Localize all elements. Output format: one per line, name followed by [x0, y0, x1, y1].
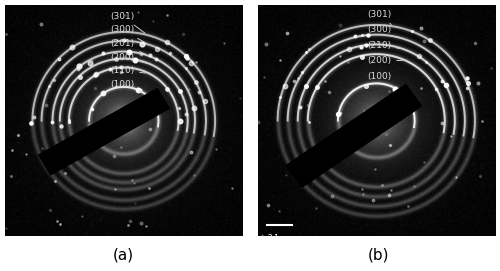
Text: (301): (301) — [110, 12, 145, 33]
Text: (a): (a) — [113, 247, 134, 262]
Text: (100): (100) — [110, 80, 141, 91]
Text: (300): (300) — [110, 25, 146, 43]
Polygon shape — [38, 88, 169, 175]
Text: (300): (300) — [367, 25, 399, 38]
Text: (201): (201) — [110, 39, 147, 55]
Text: (210): (210) — [367, 41, 400, 50]
Text: (200): (200) — [367, 56, 402, 65]
Text: (110): (110) — [110, 66, 146, 76]
Text: (100): (100) — [367, 72, 393, 87]
Text: 2.1nm: 2.1nm — [268, 234, 291, 243]
Text: (200): (200) — [110, 53, 147, 63]
Polygon shape — [286, 84, 422, 187]
Text: (301): (301) — [367, 10, 392, 25]
Text: (b): (b) — [368, 247, 389, 262]
